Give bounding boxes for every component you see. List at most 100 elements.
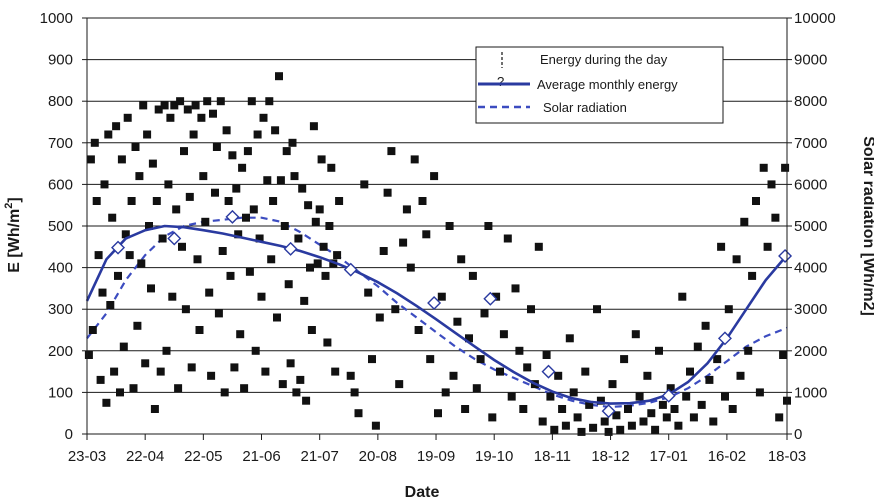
energy-point: [271, 126, 280, 135]
energy-point: [156, 367, 165, 376]
energy-point: [319, 242, 328, 251]
energy-point: [674, 421, 683, 430]
y-left-tick-label: 100: [48, 384, 73, 401]
energy-point: [203, 97, 212, 106]
energy-point: [736, 371, 745, 380]
x-tick-label: 19-10: [475, 448, 513, 465]
energy-point: [441, 388, 450, 397]
energy-point: [651, 425, 660, 434]
energy-point: [278, 380, 287, 389]
average-monthly-marker: [541, 364, 556, 379]
energy-point: [331, 367, 340, 376]
energy-point: [503, 234, 512, 243]
legend-solar-radiation-label: Solar radiation: [543, 100, 627, 115]
y-right-tick-label: 5000: [794, 218, 827, 235]
energy-point: [608, 380, 617, 389]
energy-point: [569, 388, 578, 397]
series-energy-during-day: [84, 72, 791, 436]
energy-point: [133, 321, 142, 330]
energy-point: [693, 342, 702, 351]
energy-point: [207, 371, 216, 380]
energy-point: [273, 313, 281, 322]
energy-point: [368, 355, 376, 364]
energy-point: [724, 305, 733, 314]
energy-point: [178, 242, 186, 251]
energy-point: [527, 305, 535, 314]
y-left-tick-label: 400: [48, 260, 73, 277]
energy-point: [199, 172, 208, 181]
energy-point: [315, 205, 324, 214]
x-tick-label: 19-09: [417, 448, 455, 465]
average-monthly-marker: [483, 291, 498, 306]
energy-point: [507, 392, 516, 401]
energy-point: [662, 413, 671, 422]
energy-point: [166, 113, 175, 122]
series-solar-radiation: [86, 216, 788, 409]
energy-point: [164, 180, 173, 189]
energy-point: [307, 326, 316, 334]
energy-point: [515, 346, 524, 355]
energy-point: [137, 259, 146, 268]
energy-point: [323, 338, 332, 347]
energy-point: [752, 197, 760, 205]
energy-point: [775, 413, 784, 422]
axes: [82, 17, 792, 440]
x-tick-label: 17-01: [650, 448, 688, 465]
average-monthly-marker: [427, 295, 442, 310]
average-monthly-marker: [111, 240, 126, 255]
energy-point: [589, 423, 598, 432]
energy-point: [546, 392, 555, 401]
energy-point: [265, 97, 274, 106]
y-left-tick-label: 1000: [40, 10, 73, 27]
energy-point: [275, 72, 283, 81]
energy-point: [697, 400, 706, 409]
gridlines: [87, 17, 787, 393]
energy-point: [596, 396, 605, 405]
energy-point: [333, 251, 342, 260]
energy-point: [763, 242, 772, 251]
energy-point: [616, 425, 625, 434]
x-tick-label: 21-07: [300, 448, 338, 465]
energy-point: [104, 130, 113, 139]
x-tick-label: 18-11: [534, 448, 571, 465]
energy-point: [426, 355, 435, 364]
y-left-tick-label: 600: [48, 176, 73, 193]
energy-point: [565, 334, 574, 343]
legend-question-mark-icon: ?: [497, 74, 504, 89]
energy-point: [240, 384, 249, 393]
energy-point: [492, 292, 501, 301]
energy-point: [670, 405, 679, 413]
y-left-tick-label: 500: [48, 218, 73, 235]
y-right-tick-label: 4000: [794, 260, 827, 277]
energy-point: [643, 371, 652, 380]
energy-point: [461, 405, 470, 413]
energy-point: [558, 405, 567, 413]
energy-point: [290, 172, 299, 181]
energy-point: [600, 417, 609, 426]
energy-point: [445, 222, 454, 230]
y-left-tick-label: 800: [48, 93, 73, 110]
energy-point: [410, 155, 419, 164]
energy-point: [437, 292, 446, 301]
energy-point: [296, 375, 305, 384]
energy-point: [465, 334, 473, 343]
average-monthly-marker: [717, 331, 732, 346]
x-tick-label: 18-03: [768, 448, 806, 465]
energy-point: [335, 197, 344, 205]
energy-point: [457, 255, 466, 264]
x-axis-title: Date: [405, 484, 440, 501]
energy-point: [280, 222, 289, 230]
y-left-tick-label: 700: [48, 135, 73, 152]
energy-point: [480, 309, 489, 318]
energy-point: [86, 155, 95, 164]
energy-point: [476, 355, 485, 364]
energy-point: [119, 342, 128, 351]
energy-point: [573, 413, 582, 422]
energy-point: [534, 242, 543, 251]
x-tick-label: 23-03: [68, 448, 106, 465]
energy-point: [779, 351, 788, 359]
energy-point: [185, 192, 194, 201]
y-right-tick-label: 7000: [794, 135, 827, 152]
energy-point: [112, 122, 121, 131]
